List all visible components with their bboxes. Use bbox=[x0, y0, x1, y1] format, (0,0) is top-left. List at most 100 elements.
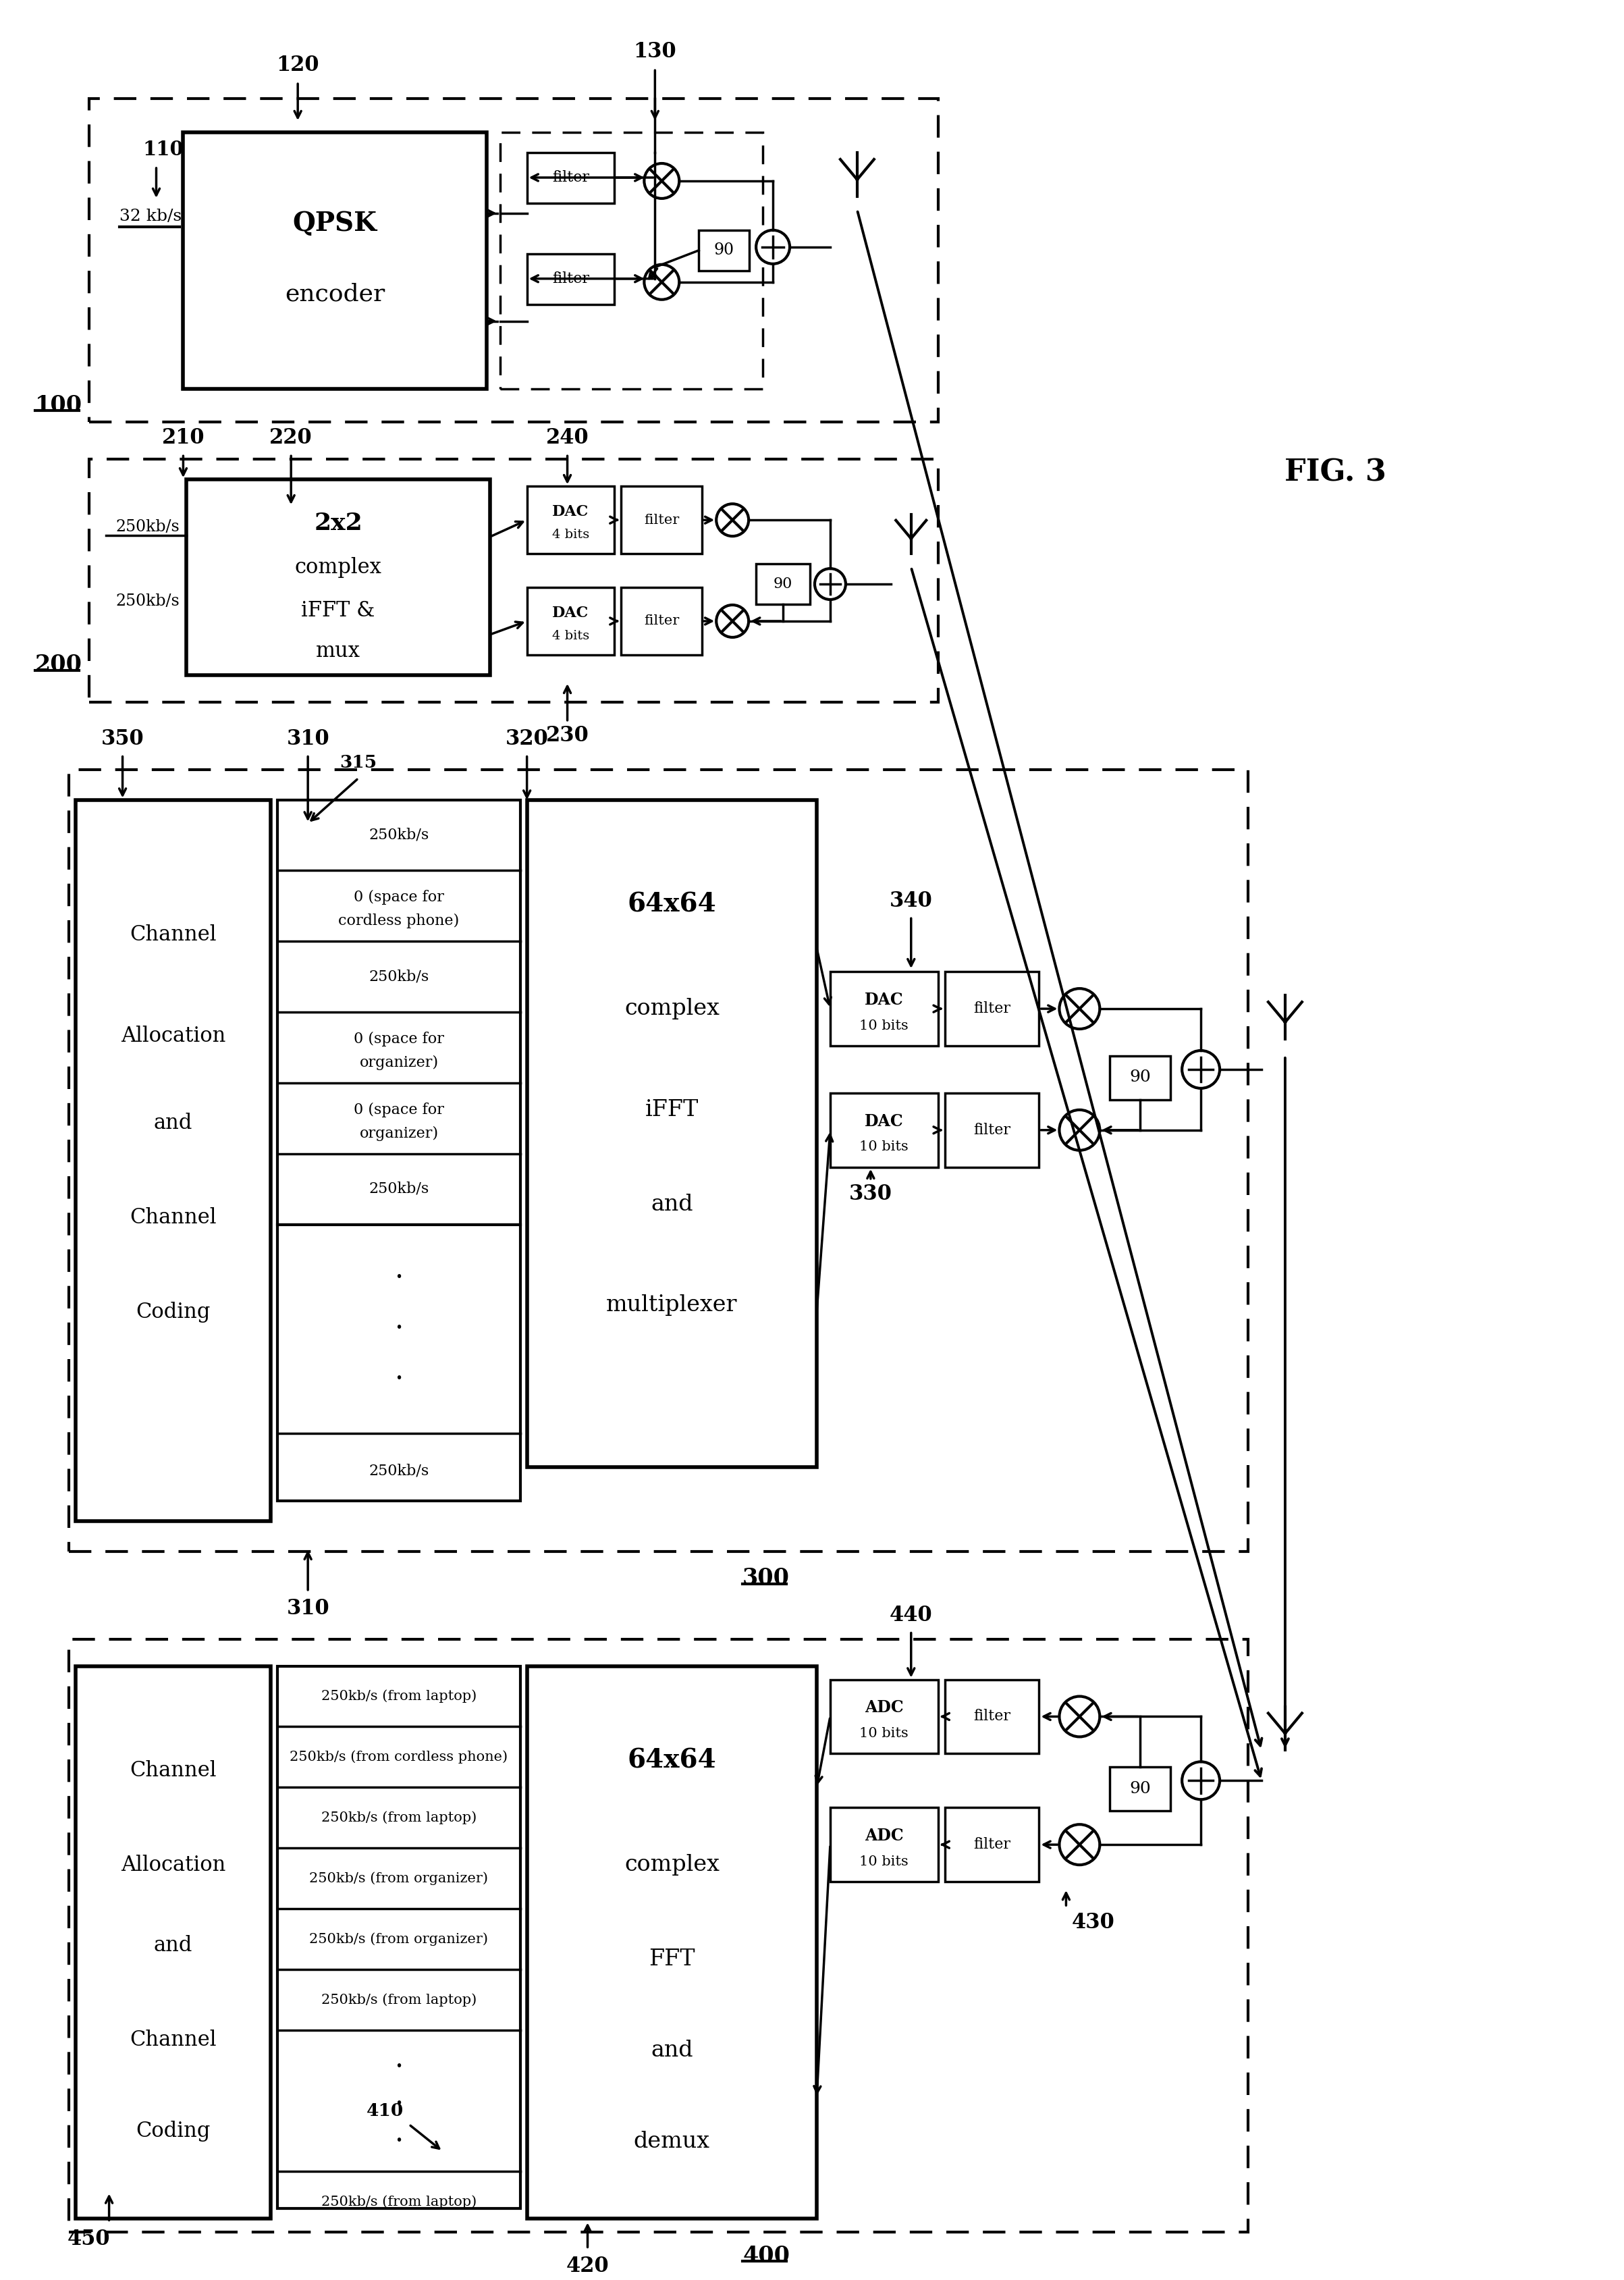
Text: DAC: DAC bbox=[552, 504, 590, 520]
Text: 130: 130 bbox=[633, 41, 677, 62]
Bar bbox=[68, 1639, 1247, 2232]
Text: DAC: DAC bbox=[864, 1113, 903, 1129]
Text: cordless phone): cordless phone) bbox=[338, 914, 460, 928]
Text: filter: filter bbox=[645, 616, 679, 627]
Text: Coding: Coding bbox=[136, 1302, 211, 1322]
Text: 110: 110 bbox=[143, 139, 184, 160]
Text: Allocation: Allocation bbox=[120, 1026, 226, 1047]
Text: 100: 100 bbox=[36, 394, 83, 417]
Text: 90: 90 bbox=[1130, 1781, 1151, 1797]
Text: 90: 90 bbox=[1130, 1069, 1151, 1085]
Text: iFFT &: iFFT & bbox=[302, 600, 375, 622]
Bar bbox=[500, 132, 763, 388]
Text: 32 kb/s: 32 kb/s bbox=[119, 210, 182, 223]
Text: ·: · bbox=[395, 2127, 403, 2155]
Bar bbox=[945, 1680, 1039, 1753]
Text: 250kb/s (from organizer): 250kb/s (from organizer) bbox=[310, 1933, 489, 1945]
Bar bbox=[278, 1224, 520, 1500]
Text: 250kb/s: 250kb/s bbox=[369, 1464, 429, 1477]
Text: and: and bbox=[154, 1113, 193, 1133]
Bar bbox=[830, 1680, 939, 1753]
Text: and: and bbox=[651, 1192, 693, 1215]
Text: 300: 300 bbox=[742, 1566, 789, 1589]
Bar bbox=[526, 800, 817, 1466]
Text: Channel: Channel bbox=[130, 923, 216, 944]
Text: 10 bits: 10 bits bbox=[859, 1856, 909, 1867]
Text: 250kb/s: 250kb/s bbox=[369, 1181, 429, 1197]
Text: 240: 240 bbox=[546, 426, 590, 449]
Text: 250kb/s: 250kb/s bbox=[115, 520, 180, 534]
Text: ·: · bbox=[395, 1316, 403, 1343]
Text: 250kb/s: 250kb/s bbox=[369, 828, 429, 841]
Text: 250kb/s (from laptop): 250kb/s (from laptop) bbox=[322, 1810, 476, 1824]
Text: ·: · bbox=[395, 2091, 403, 2118]
Text: 320: 320 bbox=[505, 730, 549, 750]
Text: 350: 350 bbox=[101, 730, 145, 750]
Text: filter: filter bbox=[552, 271, 590, 285]
Text: 230: 230 bbox=[546, 725, 590, 746]
Text: ·: · bbox=[395, 1263, 403, 1293]
Text: Allocation: Allocation bbox=[120, 1854, 226, 1876]
Bar bbox=[278, 800, 520, 1224]
Text: complex: complex bbox=[294, 556, 382, 577]
Text: complex: complex bbox=[624, 1854, 719, 1876]
Text: encoder: encoder bbox=[284, 283, 385, 306]
Text: 310: 310 bbox=[286, 1598, 330, 1619]
Text: 420: 420 bbox=[567, 2255, 609, 2275]
Text: filter: filter bbox=[645, 513, 679, 527]
Bar bbox=[526, 1667, 817, 2218]
Bar bbox=[75, 1667, 271, 2218]
Bar bbox=[187, 479, 490, 675]
Text: FIG. 3: FIG. 3 bbox=[1285, 458, 1387, 488]
Text: iFFT: iFFT bbox=[645, 1099, 698, 1122]
Bar bbox=[89, 458, 939, 702]
Text: organizer): organizer) bbox=[359, 1126, 438, 1140]
Circle shape bbox=[757, 230, 789, 264]
Bar bbox=[1109, 1767, 1171, 1810]
Text: 450: 450 bbox=[68, 2228, 110, 2250]
Bar bbox=[526, 486, 614, 554]
Text: 4 bits: 4 bits bbox=[552, 629, 590, 643]
Text: filter: filter bbox=[973, 1838, 1010, 1851]
Text: 340: 340 bbox=[890, 891, 932, 912]
Text: 250kb/s: 250kb/s bbox=[115, 593, 180, 609]
Text: Channel: Channel bbox=[130, 2029, 216, 2050]
Text: 250kb/s (from laptop): 250kb/s (from laptop) bbox=[322, 1689, 476, 1703]
Text: Coding: Coding bbox=[136, 2120, 211, 2141]
Text: 90: 90 bbox=[713, 242, 734, 258]
Text: 430: 430 bbox=[1072, 1911, 1114, 1933]
Text: 200: 200 bbox=[36, 654, 83, 677]
Bar bbox=[68, 768, 1247, 1550]
Bar bbox=[526, 253, 614, 303]
Circle shape bbox=[815, 568, 846, 600]
Text: ADC: ADC bbox=[864, 1699, 903, 1717]
Bar bbox=[830, 1808, 939, 1881]
Circle shape bbox=[1182, 1051, 1220, 1088]
Bar bbox=[945, 971, 1039, 1047]
Text: 410: 410 bbox=[367, 2102, 404, 2120]
Text: 400: 400 bbox=[742, 2246, 789, 2266]
Bar bbox=[75, 800, 271, 1521]
Text: 330: 330 bbox=[849, 1183, 892, 1204]
Bar bbox=[830, 971, 939, 1047]
Bar bbox=[945, 1808, 1039, 1881]
Text: FFT: FFT bbox=[648, 1949, 695, 1970]
Bar bbox=[526, 153, 614, 203]
Text: 315: 315 bbox=[339, 755, 377, 771]
Text: ADC: ADC bbox=[864, 1829, 903, 1845]
Text: 64x64: 64x64 bbox=[627, 1746, 716, 1774]
Text: filter: filter bbox=[973, 1001, 1010, 1017]
Bar bbox=[526, 588, 614, 654]
Text: QPSK: QPSK bbox=[292, 210, 377, 237]
Text: 10 bits: 10 bits bbox=[859, 1019, 909, 1033]
Text: 310: 310 bbox=[286, 730, 330, 750]
Bar bbox=[830, 1092, 939, 1167]
Text: DAC: DAC bbox=[864, 992, 903, 1008]
Bar bbox=[757, 563, 810, 604]
Text: Channel: Channel bbox=[130, 1760, 216, 1781]
Text: filter: filter bbox=[973, 1710, 1010, 1724]
Bar bbox=[184, 132, 487, 388]
Text: and: and bbox=[651, 2038, 693, 2061]
Bar bbox=[622, 486, 702, 554]
Text: filter: filter bbox=[552, 171, 590, 185]
